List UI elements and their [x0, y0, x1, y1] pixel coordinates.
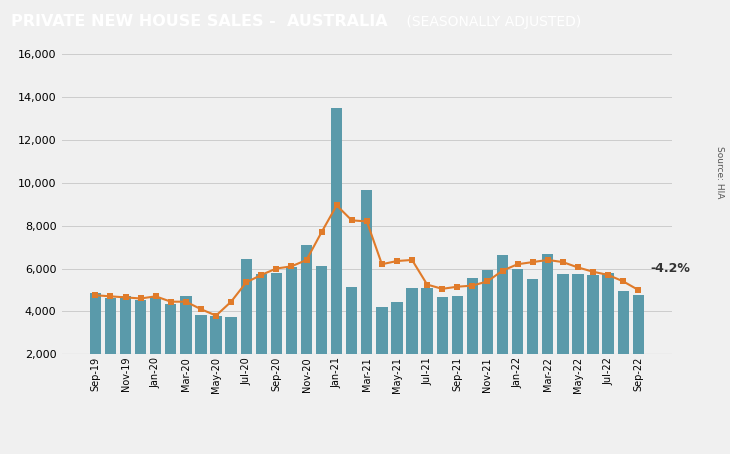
Bar	[285, 267, 297, 397]
Bar	[331, 108, 342, 397]
Bar	[452, 296, 463, 397]
Bar	[105, 298, 116, 397]
Bar	[376, 307, 388, 397]
Bar	[512, 268, 523, 397]
Text: Source: HIA: Source: HIA	[715, 146, 723, 199]
Bar	[346, 287, 358, 397]
Bar	[90, 293, 101, 397]
Bar	[572, 274, 583, 397]
Bar	[407, 288, 418, 397]
Bar	[271, 273, 282, 397]
Bar	[255, 274, 267, 397]
Bar	[466, 278, 478, 397]
Text: -4.2%: -4.2%	[650, 262, 690, 275]
Bar	[497, 255, 508, 397]
Bar	[241, 259, 252, 397]
Bar	[196, 315, 207, 397]
Bar	[437, 297, 448, 397]
Bar	[633, 295, 644, 397]
Bar	[602, 273, 614, 397]
Bar	[542, 253, 553, 397]
Bar	[588, 275, 599, 397]
Text: PRIVATE NEW HOUSE SALES -  AUSTRALIA: PRIVATE NEW HOUSE SALES - AUSTRALIA	[11, 14, 388, 29]
Bar	[316, 266, 327, 397]
Bar	[361, 190, 372, 397]
Bar	[301, 245, 312, 397]
Bar	[226, 317, 237, 397]
Bar	[120, 296, 131, 397]
Bar	[210, 316, 222, 397]
Bar	[527, 279, 538, 397]
Bar	[421, 288, 433, 397]
Bar	[482, 270, 493, 397]
Bar	[180, 296, 191, 397]
Bar	[150, 297, 161, 397]
Bar	[391, 301, 403, 397]
Bar	[618, 291, 629, 397]
Bar	[557, 274, 569, 397]
Text: (SEASONALLY ADJUSTED): (SEASONALLY ADJUSTED)	[402, 15, 581, 29]
Bar	[135, 300, 146, 397]
Bar	[165, 304, 177, 397]
